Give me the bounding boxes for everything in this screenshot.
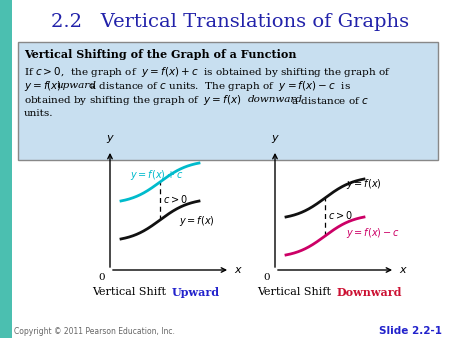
Text: 0: 0: [99, 273, 105, 283]
Text: Downward: Downward: [337, 287, 402, 297]
Text: downward: downward: [248, 96, 303, 104]
Text: 2.2   Vertical Translations of Graphs: 2.2 Vertical Translations of Graphs: [51, 13, 409, 31]
Text: Upward: Upward: [172, 287, 220, 297]
FancyBboxPatch shape: [18, 42, 438, 160]
Text: units.: units.: [24, 110, 54, 119]
Text: $c>0$: $c>0$: [328, 209, 353, 221]
Text: $y$: $y$: [270, 133, 279, 145]
Text: obtained by shifting the graph of  $y=f(x)$: obtained by shifting the graph of $y=f(x…: [24, 93, 246, 107]
Text: Vertical Shifting of the Graph of a Function: Vertical Shifting of the Graph of a Func…: [24, 48, 297, 59]
Text: 0: 0: [264, 273, 270, 283]
Text: a distance of $c$ units.  The graph of  $y=f(x)-c$  is: a distance of $c$ units. The graph of $y…: [86, 79, 351, 93]
Bar: [0, 0, 12, 338]
Text: Copyright © 2011 Pearson Education, Inc.: Copyright © 2011 Pearson Education, Inc.: [14, 327, 175, 336]
Text: If $c>0$,  the graph of  $y=f(x)+c$  is obtained by shifting the graph of: If $c>0$, the graph of $y=f(x)+c$ is obt…: [24, 65, 391, 79]
Text: upward: upward: [56, 81, 96, 91]
Text: $y=f(x)$: $y=f(x)$: [346, 177, 382, 191]
Text: $y=f(x)-c$: $y=f(x)-c$: [346, 226, 400, 240]
Text: $x$: $x$: [234, 265, 243, 275]
Text: Vertical Shift: Vertical Shift: [257, 287, 335, 297]
Text: $c>0$: $c>0$: [163, 193, 188, 205]
Text: $x$: $x$: [399, 265, 408, 275]
Text: $y=f(x)$: $y=f(x)$: [24, 79, 66, 93]
Text: a distance of $c$: a distance of $c$: [288, 95, 369, 105]
Text: Vertical Shift: Vertical Shift: [93, 287, 170, 297]
Text: $y$: $y$: [105, 133, 114, 145]
Text: $y=f(x)$: $y=f(x)$: [179, 214, 215, 228]
Text: $y=f(x)+c$: $y=f(x)+c$: [130, 168, 184, 183]
Text: Slide 2.2-1: Slide 2.2-1: [379, 326, 442, 336]
